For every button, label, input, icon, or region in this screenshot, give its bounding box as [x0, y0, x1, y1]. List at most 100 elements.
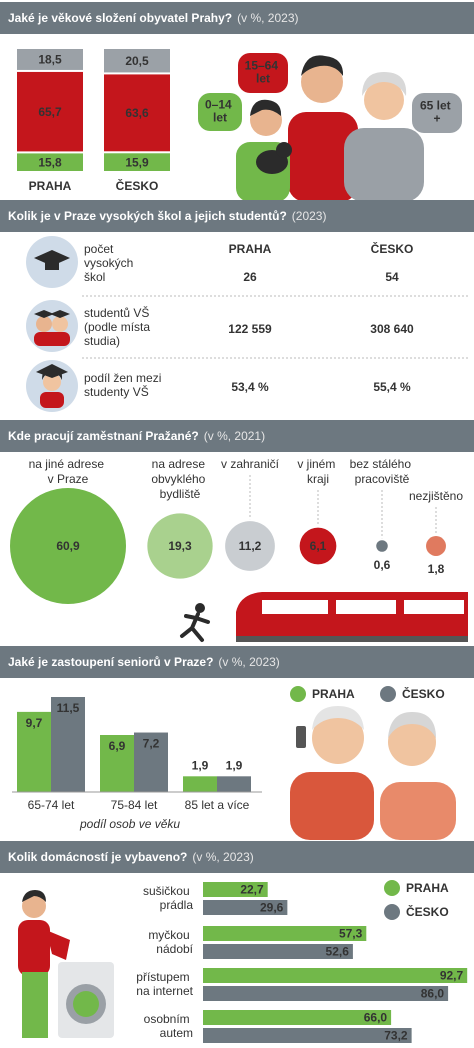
value-label: 11,5 — [57, 701, 80, 715]
value-label: 66,0 — [364, 1011, 388, 1025]
title: Kolik je v Praze vysokých škol a jejich … — [8, 209, 287, 223]
legend-label: 15–64 let — [245, 59, 282, 86]
bar — [203, 1010, 392, 1025]
value-label: 63,6 — [125, 106, 149, 120]
value-label: 6,9 — [109, 739, 126, 753]
category-label: ČESKO — [116, 178, 159, 193]
column-header: ČESKO — [371, 241, 414, 256]
bar-segment — [17, 49, 83, 70]
value-label: 18,5 — [38, 53, 62, 67]
section-title: Jaké je zastoupení seniorů v Praze? (v %,… — [8, 655, 280, 669]
bar — [51, 697, 85, 792]
laundry-illustration — [18, 890, 114, 1038]
title: Kolik domácností je vybaveno? — [8, 850, 187, 864]
category-label: PRAHA — [29, 179, 72, 193]
bubble — [376, 540, 388, 552]
category-label: myčkou nádobí — [148, 928, 193, 956]
table-value: 26 — [243, 270, 257, 284]
section-title: Jaké je věkové složení obyvatel Prahy? (v… — [8, 11, 298, 25]
value-label: 65,7 — [38, 105, 62, 119]
legend-bubble — [238, 53, 288, 93]
legend-label: 0–14 let — [205, 98, 235, 125]
bar — [203, 968, 468, 983]
family-illustration — [236, 55, 424, 202]
legend-bubble — [198, 93, 242, 131]
row-label: studentů VŠ (podle místa studia) — [84, 305, 153, 348]
section-title: Kolik je v Praze vysokých škol a jejich … — [8, 209, 326, 223]
bar — [134, 732, 168, 792]
category-label: na adrese obvyklého bydliště — [151, 457, 208, 501]
title: Jaké je věkové složení obyvatel Prahy? — [8, 11, 232, 25]
value-label: 1,9 — [226, 758, 243, 772]
section-header — [0, 200, 474, 232]
value-label: 1,9 — [192, 758, 209, 772]
legend-swatch — [384, 880, 400, 896]
value-label: 19,3 — [168, 539, 192, 553]
value-label: 7,2 — [143, 737, 160, 751]
column-header: PRAHA — [229, 242, 272, 256]
value-label: 52,6 — [326, 945, 350, 959]
category-label: přístupem na internet — [136, 970, 193, 998]
bar — [217, 776, 251, 792]
value-label: 15,8 — [38, 155, 62, 169]
value-label: 92,7 — [440, 969, 464, 983]
bar-segment — [17, 71, 83, 152]
bar — [100, 735, 134, 792]
value-label: 86,0 — [421, 987, 445, 1001]
table-value: 122 559 — [228, 322, 272, 336]
value-label: 60,9 — [56, 539, 80, 553]
value-label: 73,2 — [384, 1029, 408, 1043]
bar-segment — [17, 153, 83, 171]
value-label: 1,8 — [428, 562, 445, 576]
train-illustration — [180, 592, 468, 642]
title: Kde pracují zaměstnaní Pražané? — [8, 429, 199, 443]
bubble — [299, 527, 337, 565]
bar — [203, 944, 353, 959]
value-label: 22,7 — [240, 883, 264, 897]
bubble — [426, 536, 446, 556]
category-label: 65-74 let — [28, 798, 75, 812]
bar — [17, 711, 51, 792]
legend-label: ČESKO — [406, 904, 449, 919]
bubble — [10, 488, 126, 604]
bar-segment — [104, 49, 170, 73]
category-label: 85 let a více — [185, 798, 250, 812]
table-value: 55,4 % — [373, 380, 411, 394]
bar-segment — [104, 74, 170, 152]
bar — [203, 900, 288, 915]
value-label: 6,1 — [310, 539, 327, 553]
value-label: 11,2 — [239, 539, 262, 553]
section-header — [0, 420, 474, 452]
section-header — [0, 646, 474, 678]
bar — [183, 776, 217, 792]
value-label: 15,9 — [125, 155, 149, 169]
title-note: (v %, 2021) — [204, 429, 265, 443]
section-header — [0, 2, 474, 34]
section-header — [0, 841, 474, 873]
legend-label: 65 let + — [420, 99, 454, 126]
seniors-illustration — [290, 706, 456, 840]
title-note: (v %, 2023) — [192, 850, 253, 864]
value-label: 0,6 — [374, 558, 391, 572]
bar-segment — [104, 153, 170, 171]
category-label: bez stálého pracoviště — [350, 457, 415, 486]
legend-label: ČESKO — [402, 686, 445, 701]
value-label: 29,6 — [260, 901, 284, 915]
note: podíl osob ve věku — [79, 817, 180, 831]
legend-swatch — [384, 904, 400, 920]
value-label: 57,3 — [339, 927, 363, 941]
legend-swatch — [380, 686, 396, 702]
title: Jaké je zastoupení seniorů v Praze? — [8, 655, 213, 669]
value-label: 9,7 — [26, 716, 43, 730]
legend-label: PRAHA — [406, 881, 449, 895]
title-note: (v %, 2023) — [218, 655, 279, 669]
bubble — [225, 521, 275, 571]
bar — [203, 1028, 412, 1043]
row-label: podíl žen mezi studenty VŠ — [84, 371, 165, 399]
category-label: osobním autem — [144, 1012, 193, 1040]
category-label: v jiném kraji — [297, 457, 338, 486]
value-label: 20,5 — [125, 54, 149, 68]
legend-swatch — [290, 686, 306, 702]
